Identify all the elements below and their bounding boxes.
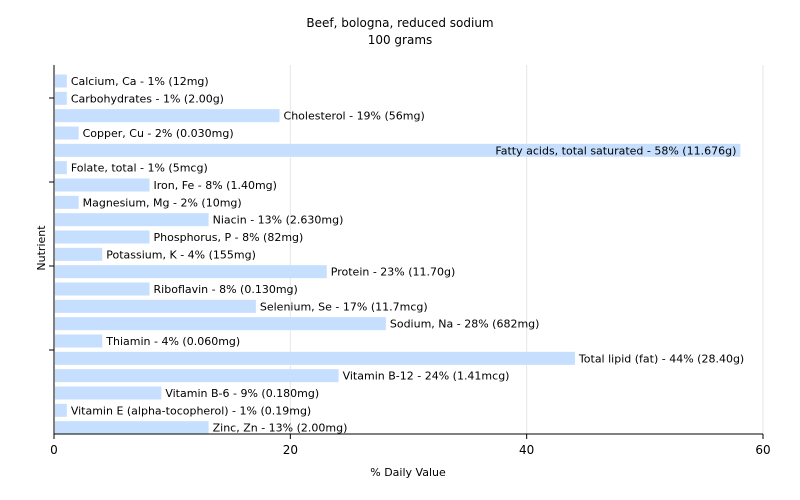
bar-label: Riboflavin - 8% (0.130mg) bbox=[154, 283, 298, 296]
bar bbox=[55, 161, 67, 175]
bar-label: Carbohydrates - 1% (2.00g) bbox=[71, 92, 224, 105]
bar bbox=[55, 334, 103, 348]
bar-label: Total lipid (fat) - 44% (28.40g) bbox=[578, 352, 744, 365]
bar bbox=[55, 369, 339, 383]
x-tick-label: 60 bbox=[755, 443, 770, 457]
bar-label: Zinc, Zn - 13% (2.00mg) bbox=[213, 422, 348, 435]
bar-label: Magnesium, Mg - 2% (10mg) bbox=[83, 196, 242, 209]
bar bbox=[55, 126, 79, 140]
bar bbox=[55, 213, 209, 227]
bar-label: Calcium, Ca - 1% (12mg) bbox=[71, 75, 209, 88]
bar bbox=[55, 317, 386, 331]
bar-label: Copper, Cu - 2% (0.030mg) bbox=[83, 127, 234, 140]
bar bbox=[55, 386, 162, 400]
x-axis-title: % Daily Value bbox=[370, 466, 446, 479]
bar bbox=[55, 403, 67, 417]
bar bbox=[55, 195, 79, 209]
bar bbox=[55, 265, 327, 279]
axes bbox=[49, 65, 763, 435]
bar bbox=[55, 74, 67, 88]
bar bbox=[55, 178, 150, 192]
bar-label: Folate, total - 1% (5mcg) bbox=[71, 162, 208, 175]
bar-label: Selenium, Se - 17% (11.7mcg) bbox=[260, 300, 428, 313]
bar bbox=[55, 351, 575, 365]
x-axis-ticks: 0 20 40 60 bbox=[50, 434, 771, 457]
chart-title: Beef, bologna, reduced sodium bbox=[306, 16, 493, 30]
bar-label: Vitamin E (alpha-tocopherol) - 1% (0.19m… bbox=[71, 404, 311, 417]
bar bbox=[55, 143, 741, 157]
bar bbox=[55, 282, 150, 296]
x-tick-label: 0 bbox=[50, 443, 58, 457]
bar-label: Sodium, Na - 28% (682mg) bbox=[390, 318, 540, 331]
bars: Calcium, Ca - 1% (12mg) Carbohydrates - 1… bbox=[55, 74, 744, 435]
bar bbox=[55, 109, 280, 123]
bar-label: Thiamin - 4% (0.060mg) bbox=[105, 335, 240, 348]
bar-label: Niacin - 13% (2.630mg) bbox=[213, 214, 344, 227]
bar-label: Cholesterol - 19% (56mg) bbox=[284, 110, 425, 123]
bar-label: Vitamin B-12 - 24% (1.41mcg) bbox=[343, 370, 510, 383]
bar-label: Phosphorus, P - 8% (82mg) bbox=[154, 231, 304, 244]
bar-label: Fatty acids, total saturated - 58% (11.6… bbox=[495, 144, 736, 157]
bar-label: Iron, Fe - 8% (1.40mg) bbox=[154, 179, 277, 192]
x-tick-label: 20 bbox=[283, 443, 298, 457]
bar bbox=[55, 230, 150, 244]
bar-label: Vitamin B-6 - 9% (0.180mg) bbox=[165, 387, 319, 400]
bar-label: Protein - 23% (11.70g) bbox=[331, 266, 456, 279]
bar-label: Potassium, K - 4% (155mg) bbox=[106, 248, 256, 261]
bar bbox=[55, 91, 67, 105]
bar bbox=[55, 299, 256, 313]
bar bbox=[55, 247, 103, 261]
y-axis-title: Nutrient bbox=[35, 225, 48, 271]
bar bbox=[55, 421, 209, 435]
x-tick-label: 40 bbox=[519, 443, 534, 457]
chart-subtitle: 100 grams bbox=[368, 33, 433, 47]
